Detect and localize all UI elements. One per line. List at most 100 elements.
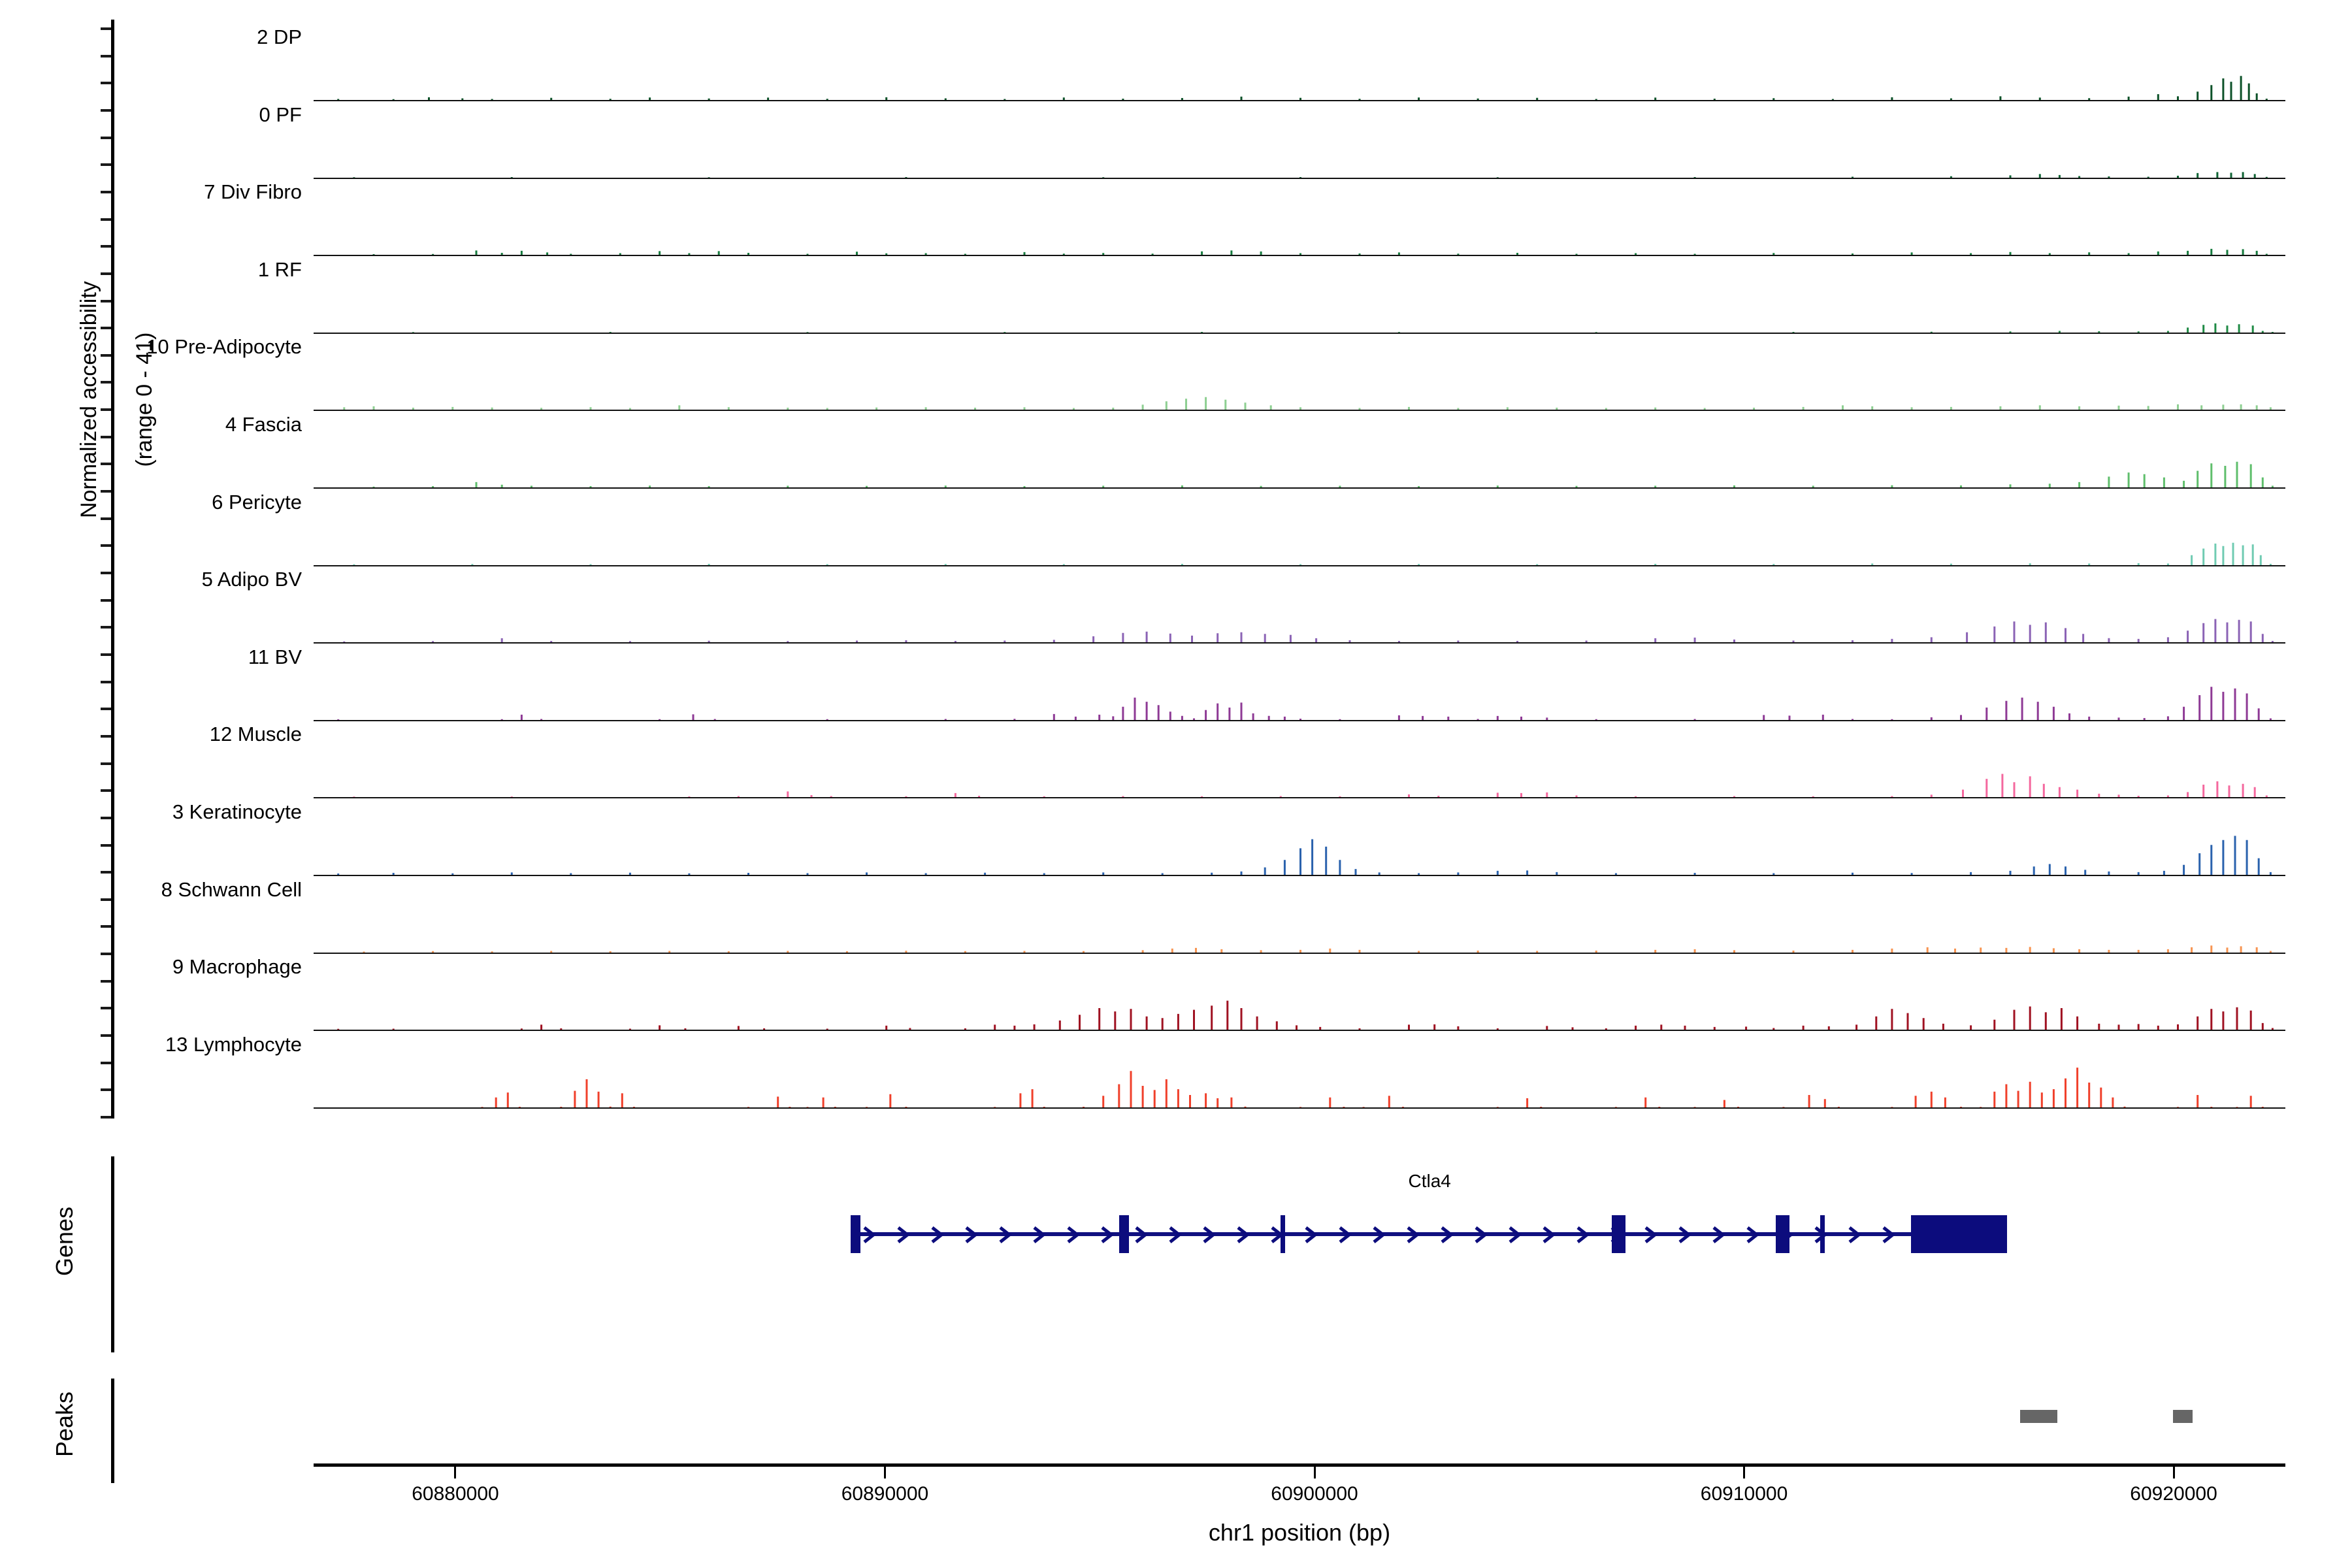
strand-arrow-icon <box>1305 1225 1318 1245</box>
track-label-5-adipo-bv: 5 Adipo BV <box>201 568 302 591</box>
strand-arrow-icon <box>1339 1225 1352 1245</box>
y-axis-tick <box>101 598 111 602</box>
y-axis-tick <box>101 353 111 357</box>
x-axis-tick-label: 60920000 <box>2130 1483 2217 1505</box>
track-signal-6-pericyte <box>314 542 2285 565</box>
y-axis-tick <box>101 1061 111 1064</box>
x-axis-tick <box>1743 1467 1746 1478</box>
gene-exon <box>1820 1215 1825 1253</box>
strand-arrow-icon <box>1712 1225 1726 1245</box>
track-baseline <box>314 332 2285 334</box>
track-baseline <box>314 410 2285 412</box>
track-signal-8-schwann-cell <box>314 945 2285 953</box>
y-axis-tick <box>101 1116 111 1119</box>
genes-panel: Genes Ctla4 <box>0 1150 2352 1379</box>
track-signal-11-bv <box>314 687 2285 720</box>
x-axis-tick <box>454 1467 457 1478</box>
track-label-1-rf: 1 RF <box>257 257 302 281</box>
x-axis-tick <box>883 1467 886 1478</box>
gene-exon <box>1910 1215 2008 1253</box>
track-label-6-pericyte: 6 Pericyte <box>212 490 302 514</box>
y-axis-tick <box>101 163 111 167</box>
strand-arrow-icon <box>863 1225 876 1245</box>
strand-arrow-icon <box>1373 1225 1386 1245</box>
y-axis-tick <box>101 381 111 384</box>
track-signal-7-div-fibro <box>314 249 2285 255</box>
y-axis-tick <box>101 1088 111 1092</box>
track-signal-13-lymphocyte <box>314 1067 2285 1107</box>
genes-panel-label: Genes <box>51 1206 78 1277</box>
track-baseline <box>314 719 2285 721</box>
track-baseline <box>314 100 2285 101</box>
x-axis-tick-label: 60910000 <box>1700 1483 1788 1505</box>
y-axis-tick <box>101 190 111 193</box>
track-baseline <box>314 797 2285 799</box>
track-baseline <box>314 1030 2285 1032</box>
track-baseline <box>314 177 2285 179</box>
x-axis-title: chr1 position (bp) <box>1208 1519 1391 1546</box>
track-label-3-keratinocyte: 3 Keratinocyte <box>172 800 302 823</box>
y-axis-tick <box>101 789 111 792</box>
strand-arrow-icon <box>1814 1225 1828 1245</box>
y-axis-tick <box>101 653 111 656</box>
gene-name-label: Ctla4 <box>1408 1171 1451 1191</box>
track-baseline <box>314 255 2285 257</box>
y-axis-tick <box>101 680 111 683</box>
strand-arrow-icon <box>1882 1225 1896 1245</box>
strand-arrow-icon <box>1644 1225 1658 1245</box>
coverage-panel: 2 DP 0 PF 7 Div Fibro 1 RF 10 Pre-Adipocyte 4… <box>101 20 2285 1119</box>
gene-exon <box>1119 1215 1129 1253</box>
track-signal-2-dp <box>314 76 2285 100</box>
y-axis-tick <box>101 843 111 847</box>
y-axis-tick <box>101 1007 111 1010</box>
strand-arrow-icon <box>1101 1225 1115 1245</box>
track-signal-1-rf <box>314 323 2285 333</box>
strand-arrow-icon <box>999 1225 1013 1245</box>
track-signal-4-fascia <box>314 461 2285 487</box>
track-signal-10-pre-adipocyte <box>314 397 2285 410</box>
y-axis-tick <box>101 245 111 248</box>
y-axis-tick <box>101 708 111 711</box>
strand-arrow-icon <box>1033 1225 1047 1245</box>
strand-arrow-icon <box>1475 1225 1488 1245</box>
y-axis-tick <box>101 327 111 330</box>
track-baseline <box>314 487 2285 489</box>
x-axis-spine <box>314 1463 2285 1467</box>
strand-arrow-icon <box>931 1225 944 1245</box>
track-signal-12-muscle <box>314 774 2285 798</box>
strand-arrow-icon <box>1746 1225 1760 1245</box>
track-label-11-bv: 11 BV <box>248 645 302 668</box>
y-axis-tick <box>101 463 111 466</box>
y-axis-tick <box>101 108 111 112</box>
y-axis-tick <box>101 734 111 738</box>
y-axis-tick <box>101 82 111 85</box>
y-axis-tick <box>101 490 111 493</box>
track-label-8-schwann-cell: 8 Schwann Cell <box>161 877 302 901</box>
track-baseline <box>314 1107 2285 1109</box>
y-axis-tick <box>101 27 111 30</box>
y-axis-tick <box>101 517 111 520</box>
strand-arrow-icon <box>1441 1225 1454 1245</box>
track-signal-0-pf <box>314 171 2285 178</box>
y-axis-tick <box>101 925 111 928</box>
track-label-4-fascia: 4 Fascia <box>225 413 302 436</box>
y-axis-tick <box>101 218 111 221</box>
y-axis-tick <box>101 1034 111 1037</box>
track-signal-9-macrophage <box>314 1000 2285 1030</box>
track-label-7-div-fibro: 7 Div Fibro <box>204 180 302 204</box>
y-axis-tick <box>101 435 111 438</box>
strand-arrow-icon <box>965 1225 979 1245</box>
gene-exon <box>1775 1215 1789 1253</box>
y-axis-tick <box>101 816 111 819</box>
strand-arrow-icon <box>1576 1225 1590 1245</box>
y-axis-tick <box>101 762 111 765</box>
y-axis-spine <box>111 20 114 1119</box>
genes-panel-spine <box>111 1156 114 1352</box>
y-axis-tick <box>101 953 111 956</box>
track-label-9-macrophage: 9 Macrophage <box>172 955 302 979</box>
track-label-12-muscle: 12 Muscle <box>209 723 302 746</box>
strand-arrow-icon <box>1067 1225 1081 1245</box>
strand-arrow-icon <box>1678 1225 1692 1245</box>
x-axis: 60880000 60890000 60900000 60910000 60920000… <box>0 1463 2352 1568</box>
strand-arrow-icon <box>1135 1225 1149 1245</box>
